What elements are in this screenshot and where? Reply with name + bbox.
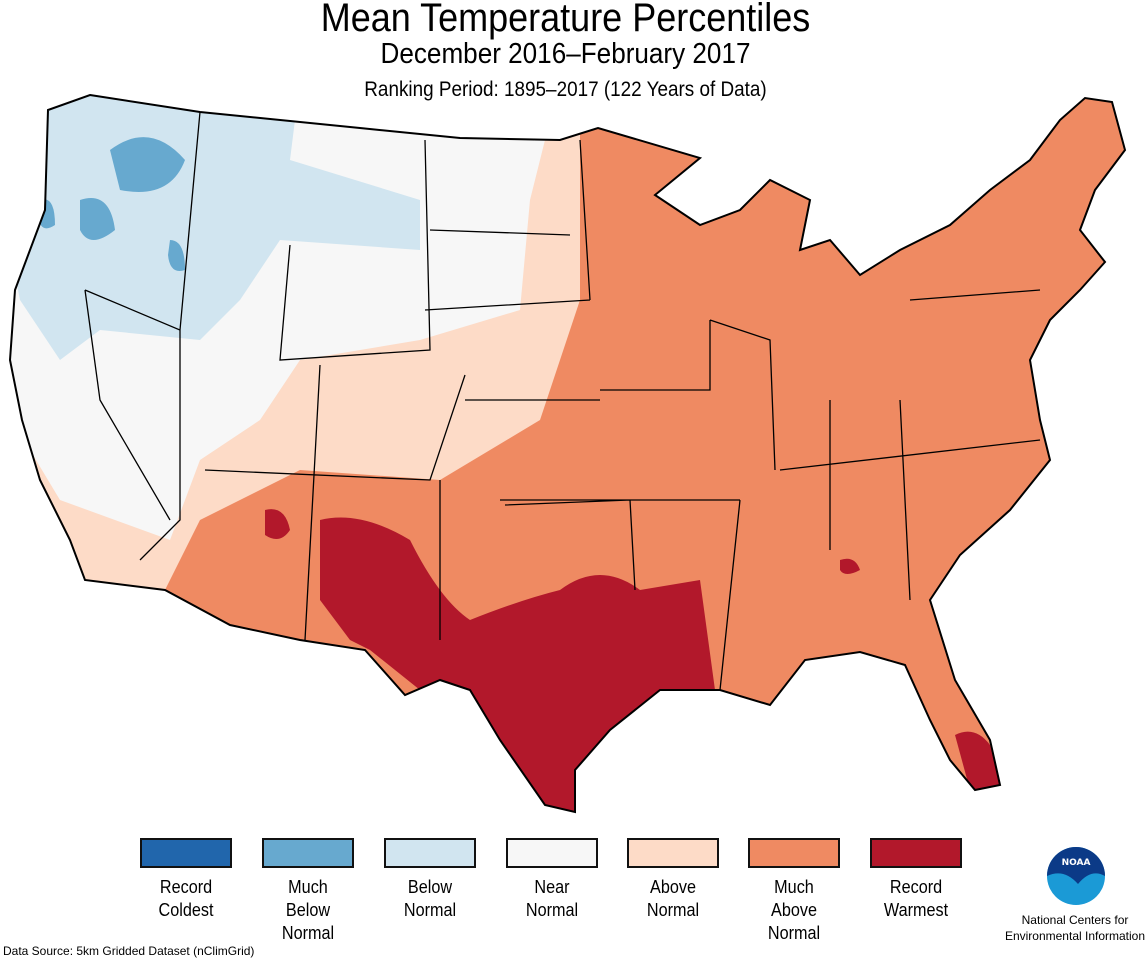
svg-text:NOAA: NOAA	[1062, 858, 1091, 868]
legend-label-line: Coldest	[158, 900, 214, 920]
legend-label-line: Normal	[525, 900, 579, 920]
legend-swatch	[748, 838, 840, 868]
legend-label: Much Above Normal	[753, 876, 836, 945]
legend-label-line: Above	[650, 877, 696, 897]
legend-swatch	[627, 838, 719, 868]
legend-label-line: Above	[771, 900, 817, 920]
legend-label: Much Below Normal	[267, 876, 350, 945]
us-temperature-map	[9, 94, 1126, 813]
legend-label-line: Normal	[767, 923, 821, 943]
legend-label-line: Near	[534, 877, 570, 897]
legend-label-line: Record	[889, 877, 943, 897]
legend-below-normal: Below Normal	[384, 838, 476, 922]
legend-label-line: Record	[159, 877, 213, 897]
legend-above-normal: Above Normal	[627, 838, 719, 922]
data-source: Data Source: 5km Gridded Dataset (nClimG…	[3, 944, 255, 958]
region-much-above-normal-florida	[1000, 560, 1125, 812]
agency-line: Environmental Information	[1004, 929, 1146, 943]
state-borders	[9, 94, 1126, 813]
legend-label-line: Normal	[281, 923, 335, 943]
noaa-logo-icon: NOAA	[1047, 847, 1105, 905]
legend-label: Below Normal	[389, 876, 472, 922]
region-much-below-normal	[38, 137, 185, 271]
legend-near-normal: Near Normal	[506, 838, 598, 922]
legend-label-line: Normal	[646, 900, 700, 920]
legend-record-warmest: Record Warmest	[870, 838, 962, 922]
legend-label-line: Warmest	[883, 900, 949, 920]
legend-label-line: Below	[407, 877, 453, 897]
legend-swatch	[262, 838, 354, 868]
legend-label-line: Below	[285, 900, 331, 920]
legend-swatch	[384, 838, 476, 868]
legend-swatch	[870, 838, 962, 868]
legend-label-line: Much	[774, 877, 814, 897]
legend-swatch	[140, 838, 232, 868]
map-title: Mean Temperature Percentiles	[320, 0, 811, 40]
map-subtitle: December 2016–February 2017	[380, 38, 751, 70]
agency-name: National Centers for Environmental Infor…	[1000, 912, 1148, 944]
legend-label: Record Warmest	[875, 876, 958, 922]
ranking-period: Ranking Period: 1895–2017 (122 Years of …	[364, 78, 767, 101]
legend-much-below-normal: Much Below Normal	[262, 838, 354, 945]
region-below-normal	[10, 95, 420, 360]
legend-label-line: Much	[288, 877, 328, 897]
legend-much-above-normal: Much Above Normal	[748, 838, 840, 945]
agency-line: National Centers for	[1021, 913, 1129, 927]
legend-swatch	[506, 838, 598, 868]
legend-label: Near Normal	[511, 876, 594, 922]
legend-label: Record Coldest	[145, 876, 228, 922]
legend-label: Above Normal	[632, 876, 715, 922]
legend-label-line: Normal	[403, 900, 457, 920]
legend-record-coldest: Record Coldest	[140, 838, 232, 922]
